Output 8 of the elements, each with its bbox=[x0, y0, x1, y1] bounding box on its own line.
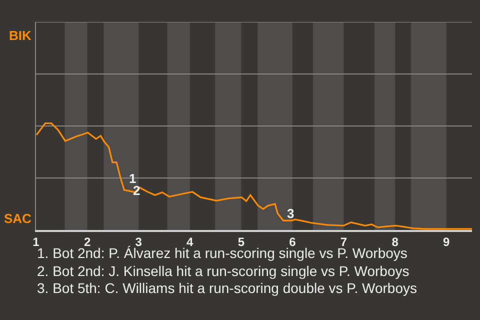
text: 3. Bot 5th: C. Williams hit a run-scoring double vs P. Worboys bbox=[37, 280, 417, 296]
x-tick-label: 1 bbox=[32, 235, 40, 250]
text: SAC bbox=[4, 211, 32, 226]
annotation: 3 bbox=[287, 206, 294, 221]
x-tick-label: 9 bbox=[443, 235, 450, 250]
text: BIK bbox=[9, 28, 32, 43]
text: 2. Bot 2nd: J. Kinsella hit a run-scoring single vs P. Worboys bbox=[37, 263, 410, 279]
annotation: 1 bbox=[129, 171, 136, 186]
